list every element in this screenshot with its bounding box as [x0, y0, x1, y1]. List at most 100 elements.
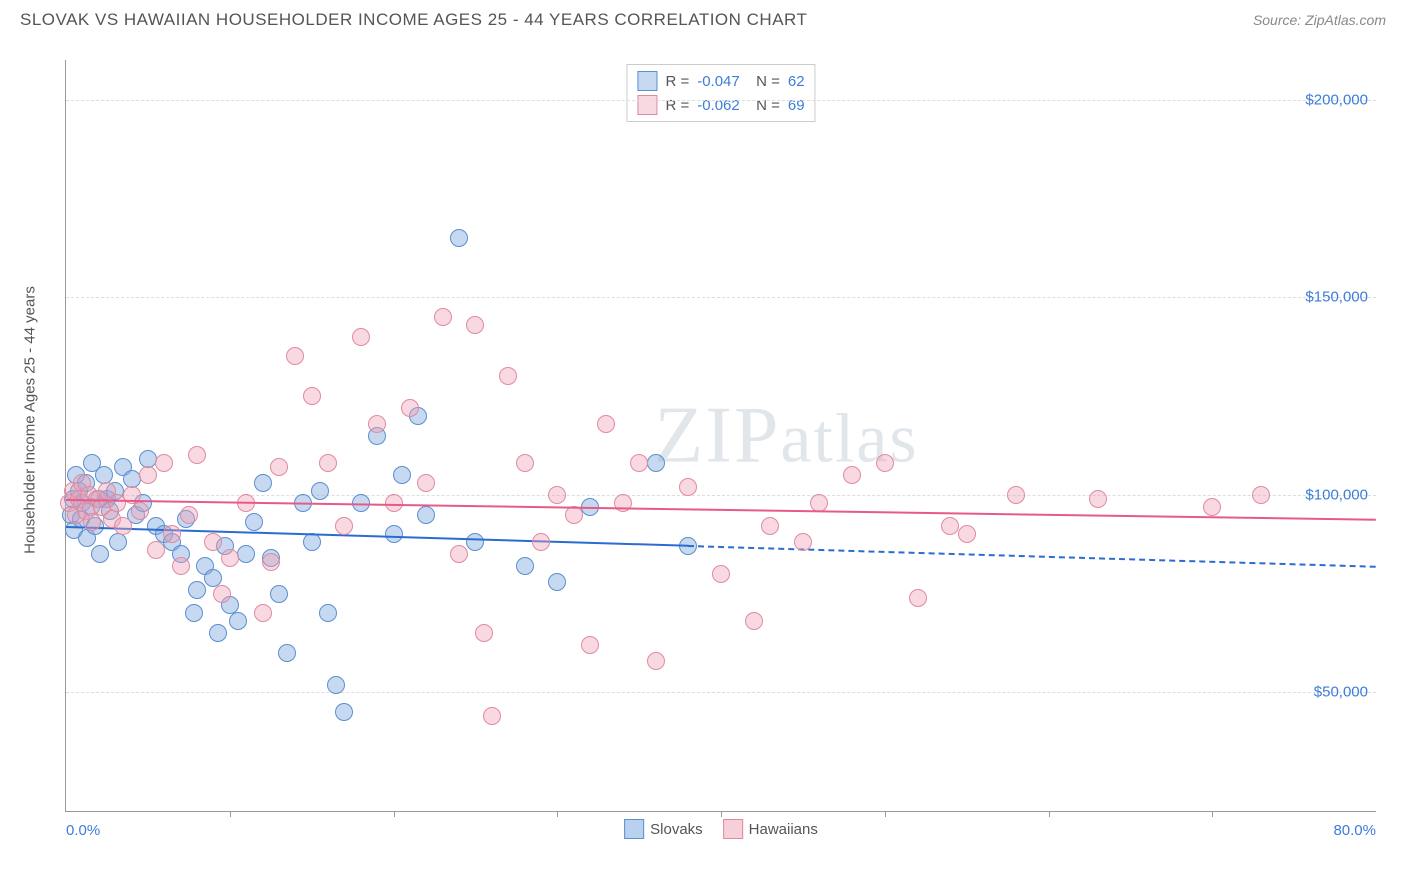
gridline	[66, 297, 1376, 298]
data-point	[647, 652, 665, 670]
data-point	[475, 624, 493, 642]
data-point	[311, 482, 329, 500]
regression-line	[66, 499, 1376, 521]
data-point	[401, 399, 419, 417]
data-point	[548, 486, 566, 504]
data-point	[516, 557, 534, 575]
data-point	[434, 308, 452, 326]
data-point	[597, 415, 615, 433]
data-point	[581, 636, 599, 654]
y-axis-label: Householder Income Ages 25 - 44 years	[22, 286, 39, 554]
chart-title: SLOVAK VS HAWAIIAN HOUSEHOLDER INCOME AG…	[20, 10, 807, 30]
data-point	[466, 316, 484, 334]
data-point	[712, 565, 730, 583]
data-point	[109, 533, 127, 551]
legend-swatch	[637, 71, 657, 91]
x-tick	[557, 811, 558, 817]
data-point	[516, 454, 534, 472]
legend-row: R = -0.062 N = 69	[637, 93, 804, 117]
data-point	[147, 541, 165, 559]
data-point	[745, 612, 763, 630]
data-point	[163, 525, 181, 543]
data-point	[335, 703, 353, 721]
data-point	[385, 525, 403, 543]
data-point	[209, 624, 227, 642]
x-axis-min-label: 0.0%	[66, 822, 100, 839]
legend-n-label: N =	[748, 73, 780, 90]
data-point	[794, 533, 812, 551]
data-point	[450, 229, 468, 247]
data-point	[843, 466, 861, 484]
x-tick	[1049, 811, 1050, 817]
data-point	[204, 533, 222, 551]
y-tick-label: $100,000	[1305, 486, 1368, 503]
data-point	[278, 644, 296, 662]
data-point	[1007, 486, 1025, 504]
data-point	[172, 557, 190, 575]
data-point	[450, 545, 468, 563]
data-point	[466, 533, 484, 551]
data-point	[83, 513, 101, 531]
legend-swatch	[624, 819, 644, 839]
data-point	[155, 454, 173, 472]
data-point	[286, 347, 304, 365]
data-point	[941, 517, 959, 535]
data-point	[810, 494, 828, 512]
legend-item: Hawaiians	[723, 819, 818, 839]
gridline	[66, 100, 1376, 101]
data-point	[254, 474, 272, 492]
x-tick	[1212, 811, 1213, 817]
data-point	[229, 612, 247, 630]
legend-r-value: -0.047	[697, 73, 740, 90]
data-point	[385, 494, 403, 512]
legend-swatch	[723, 819, 743, 839]
source-attribution: Source: ZipAtlas.com	[1253, 12, 1386, 28]
data-point	[1089, 490, 1107, 508]
data-point	[319, 454, 337, 472]
data-point	[630, 454, 648, 472]
data-point	[303, 387, 321, 405]
x-axis-max-label: 80.0%	[1333, 822, 1376, 839]
x-tick	[885, 811, 886, 817]
data-point	[1203, 498, 1221, 516]
y-tick-label: $150,000	[1305, 289, 1368, 306]
legend-swatch	[637, 95, 657, 115]
data-point	[393, 466, 411, 484]
data-point	[245, 513, 263, 531]
data-point	[237, 545, 255, 563]
legend-r-label: R =	[665, 73, 689, 90]
y-tick-label: $200,000	[1305, 91, 1368, 108]
x-tick	[230, 811, 231, 817]
data-point	[91, 545, 109, 563]
legend-label: Hawaiians	[749, 821, 818, 838]
gridline	[66, 692, 1376, 693]
data-point	[679, 478, 697, 496]
legend-row: R = -0.047 N = 62	[637, 69, 804, 93]
legend-n-value: 62	[788, 73, 805, 90]
data-point	[270, 585, 288, 603]
data-point	[761, 517, 779, 535]
data-point	[319, 604, 337, 622]
data-point	[368, 415, 386, 433]
data-point	[647, 454, 665, 472]
data-point	[221, 549, 239, 567]
data-point	[213, 585, 231, 603]
data-point	[1252, 486, 1270, 504]
scatter-chart: ZIPatlas R = -0.047 N = 62R = -0.062 N =…	[65, 60, 1376, 812]
data-point	[188, 446, 206, 464]
data-point	[548, 573, 566, 591]
data-point	[180, 506, 198, 524]
data-point	[327, 676, 345, 694]
data-point	[417, 474, 435, 492]
x-tick	[394, 811, 395, 817]
data-point	[262, 553, 280, 571]
x-tick	[721, 811, 722, 817]
data-point	[270, 458, 288, 476]
data-point	[876, 454, 894, 472]
y-tick-label: $50,000	[1314, 684, 1368, 701]
legend-label: Slovaks	[650, 821, 703, 838]
data-point	[188, 581, 206, 599]
data-point	[483, 707, 501, 725]
data-point	[114, 517, 132, 535]
data-point	[254, 604, 272, 622]
